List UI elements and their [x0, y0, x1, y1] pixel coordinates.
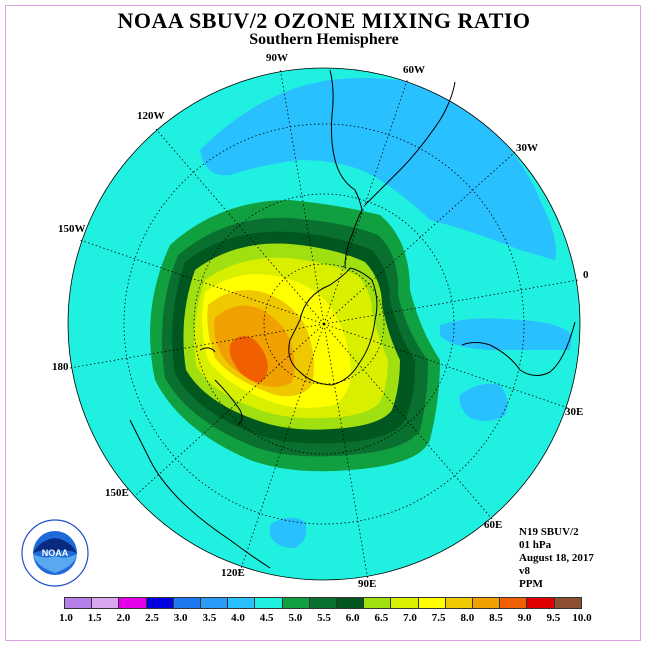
south-america-coast — [329, 69, 456, 206]
colorbar-segment — [255, 598, 283, 608]
colorbar-segment — [554, 598, 581, 608]
info-block: N19 SBUV/2 01 hPa August 18, 2017 v8 PPM — [519, 526, 594, 591]
lon-label-120e: 120E — [221, 567, 245, 579]
colorbar-tick-label: 4.5 — [259, 612, 274, 624]
colorbar-segment — [92, 598, 120, 608]
lon-label-90e: 90E — [358, 578, 376, 590]
lon-label-150e: 150E — [105, 487, 129, 499]
figure-frame — [5, 5, 641, 641]
new-zealand-coast — [199, 347, 243, 426]
colorbar-segment — [309, 598, 338, 608]
colorbar-tick-label: 10.0 — [572, 612, 592, 624]
colorbar-segment — [337, 598, 365, 608]
colorbar-tick-label: 7.0 — [403, 612, 417, 624]
logo-text: NOAA — [42, 548, 69, 558]
field-9.0 — [229, 336, 268, 383]
map-boundary — [67, 67, 581, 581]
colorbar-tick-label: 9.5 — [546, 612, 561, 624]
graticule — [69, 67, 579, 581]
lon-label-180: 180 — [52, 361, 69, 373]
info-level: 01 hPa — [519, 539, 552, 551]
colorbar-segment — [364, 598, 392, 608]
lon-label-30e: 30E — [565, 406, 583, 418]
colorbar-tick-label: 5.0 — [288, 612, 303, 624]
colorbar-tick-label: 8.0 — [460, 612, 475, 624]
lon-label-120w: 120W — [137, 110, 165, 122]
colorbar-tick-label: 8.5 — [489, 612, 503, 624]
colorbar-segment — [527, 598, 555, 608]
colorbar-tick-label: 6.0 — [345, 612, 360, 624]
info-units: PPM — [519, 578, 543, 590]
antarctica-coast — [288, 267, 378, 386]
colorbar-tick-label: 1.5 — [87, 612, 102, 624]
colorbar-segment — [445, 598, 474, 608]
map-title: NOAA SBUV/2 OZONE MIXING RATIO — [117, 8, 531, 33]
colorbar-ticks: 1.0 1.5 2.0 2.5 3.0 3.5 4.0 4.5 5.0 5.5 6.0 6.5 7.0 7… — [0, 612, 648, 626]
colorbar-segment — [391, 598, 419, 608]
lon-label-60w: 60W — [403, 64, 425, 76]
colorbar-segment — [119, 598, 147, 608]
colorbar-segment — [65, 598, 93, 608]
colorbar-segment — [418, 598, 446, 608]
colorbar-tick-label: 9.0 — [517, 612, 532, 624]
australia-coast — [129, 419, 271, 569]
field-4.0-south — [270, 517, 307, 548]
colorbar-segment — [173, 598, 202, 608]
colorbar-tick-label: 3.0 — [173, 612, 188, 624]
coastlines — [129, 69, 576, 569]
colorbar-tick-label: 2.5 — [145, 612, 159, 624]
lon-label-150w: 150W — [58, 223, 86, 235]
colorbar-segment — [500, 598, 528, 608]
colorbar-tick-label: 6.5 — [374, 612, 389, 624]
lon-label-90w: 90W — [266, 52, 288, 64]
colorbar-tick-label: 2.0 — [116, 612, 131, 624]
colorbar-segment — [473, 598, 501, 608]
colorbar-segment — [228, 598, 256, 608]
colorbar-segment — [201, 598, 229, 608]
noaa-logo: NOAA — [21, 519, 89, 587]
colorbar-tick-label: 5.5 — [317, 612, 331, 624]
lon-label-30w: 30W — [516, 142, 538, 154]
lon-label-60e: 60E — [484, 519, 502, 531]
colorbar-tick-label: 3.5 — [202, 612, 217, 624]
colorbar — [64, 597, 582, 609]
colorbar-tick-label: 4.0 — [231, 612, 245, 624]
africa-coast — [461, 321, 576, 376]
colorbar-segment — [282, 598, 310, 608]
map-subtitle: Southern Hemisphere — [249, 31, 399, 48]
lon-label-0: 0 — [583, 269, 589, 281]
info-date: August 18, 2017 — [519, 552, 594, 564]
info-version: v8 — [519, 565, 530, 577]
colorbar-tick-label: 1.0 — [59, 612, 73, 624]
longitude-labels: 90W 60W 30W 0 30E 60E 90E 120E 150E 180 … — [52, 52, 589, 590]
colorbar-segment — [146, 598, 174, 608]
field-4.0-east2 — [459, 383, 508, 421]
field-4.0-north — [200, 78, 556, 260]
antarctic-peninsula — [344, 189, 363, 269]
info-instrument: N19 SBUV/2 — [519, 526, 579, 538]
colorbar-tick-label: 7.5 — [431, 612, 446, 624]
